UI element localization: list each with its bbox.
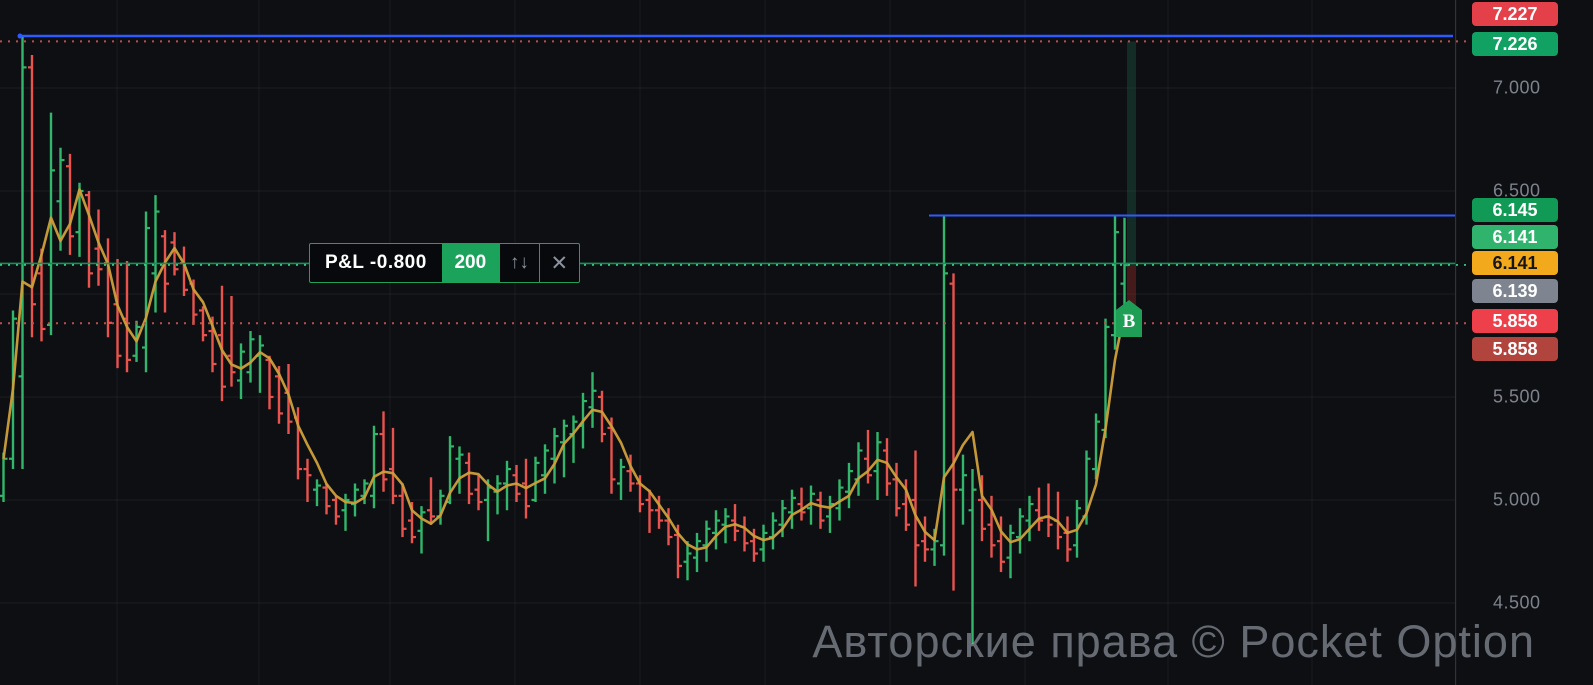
price-axis-separator <box>1455 0 1456 685</box>
moving-average-line <box>2 188 1126 551</box>
price-badge: 7.226 <box>1472 32 1558 56</box>
price-badge: 7.227 <box>1472 2 1558 26</box>
price-axis-tick: 5.500 <box>1493 386 1541 407</box>
current-bar-ghost-down <box>1127 264 1136 307</box>
price-badge: 6.141 <box>1472 225 1558 249</box>
price-axis-tick: 7.000 <box>1493 77 1541 98</box>
current-bar-ghost-up <box>1127 41 1136 265</box>
price-badge: 5.858 <box>1472 309 1558 333</box>
price-badge: 6.141 <box>1472 251 1558 275</box>
close-position-button[interactable]: ✕ <box>538 244 579 282</box>
drawn-hline-top-endpoint[interactable] <box>17 33 23 39</box>
price-axis-tick: 5.000 <box>1493 489 1541 510</box>
buy-marker-label: B <box>1122 311 1136 332</box>
price-axis-tick: 6.500 <box>1493 180 1541 201</box>
close-icon: ✕ <box>550 251 569 275</box>
price-badge: 6.145 <box>1472 198 1558 222</box>
pnl-widget[interactable]: P&L -0.800 200 ↑↓ ✕ <box>309 243 580 283</box>
price-axis-tick: 4.500 <box>1493 592 1541 613</box>
reorder-arrows-button[interactable]: ↑↓ <box>498 244 539 282</box>
copyright-watermark: Авторские права © Pocket Option <box>812 616 1535 667</box>
up-down-arrows-icon: ↑↓ <box>509 252 529 273</box>
price-badge: 6.139 <box>1472 279 1558 303</box>
trade-amount-badge: 200 <box>441 244 499 282</box>
price-badge: 5.858 <box>1472 337 1558 361</box>
pnl-value-label: P&L -0.800 <box>325 252 427 273</box>
